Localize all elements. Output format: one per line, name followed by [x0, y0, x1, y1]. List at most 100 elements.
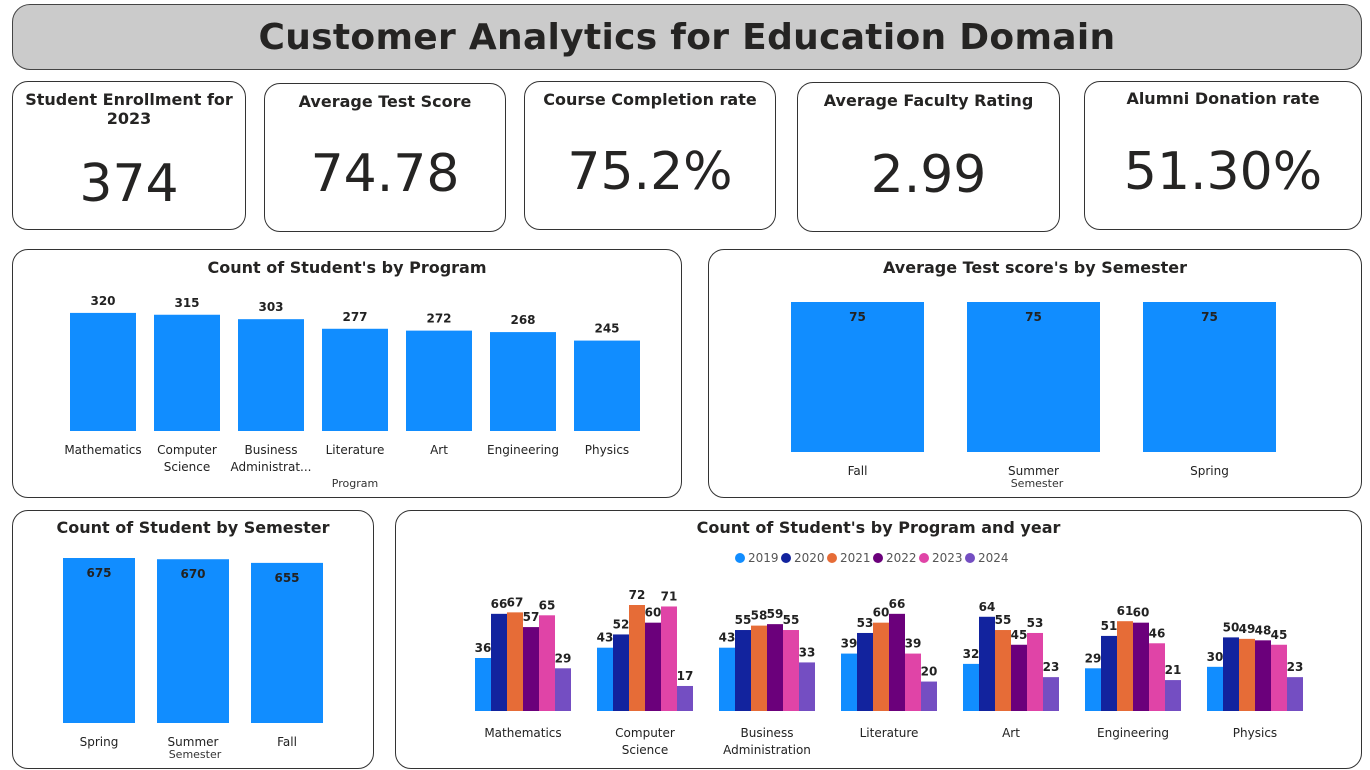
bar-literature-2024[interactable] [921, 681, 937, 711]
bar-mathematics-2022[interactable] [523, 627, 539, 711]
kpi-card-faculty-rating[interactable]: Average Faculty Rating 2.99 [797, 82, 1060, 232]
bar-literature-2020[interactable] [857, 632, 873, 711]
chart-test-score-by-semester[interactable]: Average Test score's by Semester 75 Fall 7… [708, 249, 1362, 498]
bar-art-2022[interactable] [1011, 644, 1027, 711]
x-axis-title: Program [332, 477, 378, 490]
legend-entry[interactable]: 2019 [748, 551, 779, 565]
bar-physics-2024[interactable] [1287, 677, 1303, 711]
bar-business-administration-2022[interactable] [767, 624, 783, 711]
bar-art-2020[interactable] [979, 616, 995, 711]
chart-title: Count of Student by Semester [56, 518, 330, 537]
kpi-card-test-score[interactable]: Average Test Score 74.78 [264, 83, 506, 232]
bar-physics-2019[interactable] [1207, 666, 1223, 711]
data-label: 57 [523, 610, 540, 624]
chart-students-by-program[interactable]: Count of Student's by Program 320 Mathema… [12, 249, 682, 498]
legend-entry[interactable]: 2023 [932, 551, 963, 565]
legend-entry[interactable]: 2021 [840, 551, 871, 565]
bar-computer-science[interactable] [154, 314, 220, 431]
kpi-card-completion-rate[interactable]: Course Completion rate 75.2% [524, 81, 776, 230]
bar-engineering-2023[interactable] [1149, 643, 1165, 711]
kpi-card-enrollment[interactable]: Student Enrollment for 2023 374 [12, 81, 246, 230]
data-label: 46 [1149, 626, 1166, 640]
bar-business-administration-2020[interactable] [735, 630, 751, 711]
bar-engineering-2024[interactable] [1165, 680, 1181, 711]
legend-entry[interactable]: 2020 [794, 551, 825, 565]
legend-entry[interactable]: 2022 [886, 551, 917, 565]
chart-students-by-semester[interactable]: Count of Student by Semester 675 Spring 67… [12, 510, 374, 769]
bar-spring[interactable] [1143, 302, 1276, 452]
legend-entry[interactable]: 2024 [978, 551, 1009, 565]
data-label: 36 [475, 641, 492, 655]
bar-fall[interactable] [791, 302, 924, 452]
bar-computer-science-2020[interactable] [613, 634, 629, 711]
bar-mathematics-2024[interactable] [555, 668, 571, 711]
chart-students-by-program-year[interactable]: Count of Student's by Program and year 2… [395, 510, 1362, 769]
data-label: 33 [799, 645, 816, 659]
bar-engineering-2020[interactable] [1101, 635, 1117, 711]
bar-summer[interactable] [157, 559, 229, 723]
data-label: 21 [1165, 663, 1182, 677]
data-label: 51 [1101, 619, 1118, 633]
x-tick-label: Physics [585, 443, 629, 457]
data-label: 60 [873, 606, 890, 620]
legend-marker [735, 553, 745, 563]
kpi-value: 2.99 [870, 145, 987, 205]
bar-art[interactable] [406, 330, 472, 431]
bar-art-2019[interactable] [963, 663, 979, 711]
bar-computer-science-2023[interactable] [661, 606, 677, 711]
bar-physics[interactable] [574, 340, 640, 431]
x-tick-label: Literature [860, 726, 919, 740]
bar-spring[interactable] [63, 558, 135, 723]
bar-engineering-2022[interactable] [1133, 622, 1149, 711]
bar-computer-science-2019[interactable] [597, 647, 613, 711]
bar-literature[interactable] [322, 328, 388, 431]
bar-mathematics-2020[interactable] [491, 613, 507, 711]
x-axis-title: Semester [169, 748, 222, 761]
bar-mathematics[interactable] [70, 312, 136, 431]
bar-literature-2022[interactable] [889, 613, 905, 711]
bar-computer-science-2024[interactable] [677, 685, 693, 711]
bar-engineering-2019[interactable] [1085, 668, 1101, 711]
x-tick-label: Computer Science [157, 443, 217, 474]
bar-mathematics-2023[interactable] [539, 615, 555, 711]
bar-business-administration-2021[interactable] [751, 625, 767, 711]
bar-business-administration-2023[interactable] [783, 630, 799, 711]
data-label: 29 [1085, 651, 1102, 665]
bar-literature-2021[interactable] [873, 622, 889, 711]
x-tick-label: Business Administration [723, 726, 811, 757]
bar-mathematics-2021[interactable] [507, 612, 523, 711]
x-tick-label: Engineering [1097, 726, 1169, 740]
bar-business-administrat-[interactable] [238, 319, 304, 431]
data-label: 303 [258, 300, 283, 314]
data-label: 43 [719, 631, 736, 645]
legend-marker [965, 553, 975, 563]
bar-computer-science-2021[interactable] [629, 605, 645, 711]
bar-literature-2019[interactable] [841, 653, 857, 711]
data-label: 75 [849, 310, 866, 324]
data-label: 48 [1255, 623, 1272, 637]
data-label: 29 [555, 651, 572, 665]
bar-art-2024[interactable] [1043, 677, 1059, 711]
bar-physics-2021[interactable] [1239, 638, 1255, 711]
bar-computer-science-2022[interactable] [645, 622, 661, 711]
bar-art-2023[interactable] [1027, 632, 1043, 711]
bar-literature-2023[interactable] [905, 653, 921, 711]
data-label: 75 [1201, 310, 1218, 324]
bar-art-2021[interactable] [995, 630, 1011, 711]
kpi-title: Average Faculty Rating [823, 91, 1034, 110]
data-label: 66 [889, 597, 906, 611]
bar-business-administration-2019[interactable] [719, 647, 735, 711]
bar-engineering-2021[interactable] [1117, 621, 1133, 711]
bar-mathematics-2019[interactable] [475, 658, 491, 711]
bar-physics-2020[interactable] [1223, 637, 1239, 711]
bar-engineering[interactable] [490, 332, 556, 431]
bar-fall[interactable] [251, 562, 323, 723]
bar-summer[interactable] [967, 302, 1100, 452]
bar-physics-2023[interactable] [1271, 644, 1287, 711]
data-label: 315 [174, 296, 199, 310]
bar-business-administration-2024[interactable] [799, 662, 815, 711]
kpi-card-donation-rate[interactable]: Alumni Donation rate 51.30% [1084, 81, 1362, 230]
x-tick-label: Business Administrat... [231, 443, 312, 474]
bar-physics-2022[interactable] [1255, 640, 1271, 711]
